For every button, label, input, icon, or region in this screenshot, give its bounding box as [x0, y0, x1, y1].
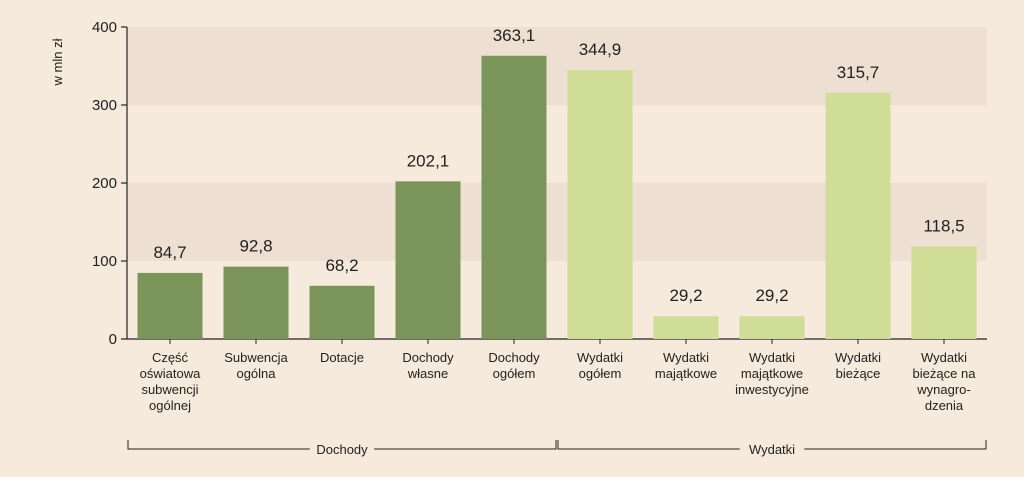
category-label-line: oświatowa [140, 366, 201, 381]
category-label-line: ogólna [236, 366, 276, 381]
y-axis-label: w mln zł [50, 38, 65, 86]
bar [567, 69, 633, 339]
category-label-line: Wydatki [663, 350, 709, 365]
data-label: 202,1 [407, 151, 450, 170]
category-label-line: Wydatki [749, 350, 795, 365]
grid-band-1 [127, 27, 987, 105]
group-label: Wydatki [749, 442, 795, 457]
y-tick-label: 0 [109, 331, 117, 348]
category-label-line: majątkowe [655, 366, 717, 381]
group-label: Dochody [316, 442, 368, 457]
bar [653, 316, 719, 339]
category-label-line: bieżące na [913, 366, 977, 381]
category-label: Dochody własne [402, 350, 454, 381]
category-label: Wydatki bieżące [835, 350, 881, 381]
bar [395, 181, 461, 339]
category-label-line: ogółem [579, 366, 622, 381]
category-label-line: Dochody [402, 350, 454, 365]
bar [481, 55, 547, 339]
category-label-line: wynagro- [916, 382, 970, 397]
category-label-line: ogólnej [149, 398, 191, 413]
data-label: 363,1 [493, 26, 536, 45]
category-label-line: Wydatki [577, 350, 623, 365]
category-label: Wydatki majątkowe inwestycyjne [735, 350, 809, 397]
category-label: Dochody ogółem [488, 350, 540, 381]
data-labels: 84,7 92,8 68,2 202,1 363,1 344,9 29,2 29,2 315,7… [153, 26, 964, 305]
category-label-line: Część [152, 350, 189, 365]
y-tick-labels: 0 100 200 300 400 [92, 19, 117, 348]
category-label: Wydatki ogółem [577, 350, 623, 381]
bars [137, 55, 977, 339]
group-bracket [127, 440, 557, 450]
bar [825, 92, 891, 339]
category-label: Subwencja ogólna [224, 350, 288, 381]
data-label: 29,2 [669, 286, 702, 305]
category-label-line: Wydatki [835, 350, 881, 365]
y-tick-label: 300 [92, 97, 117, 114]
category-label: Wydatki majątkowe [655, 350, 717, 381]
category-label-line: Dochody [488, 350, 540, 365]
y-tick-label: 200 [92, 175, 117, 192]
data-label: 315,7 [837, 63, 880, 82]
category-label-line: ogółem [493, 366, 536, 381]
category-label-line: bieżące [836, 366, 881, 381]
data-label: 118,5 [923, 217, 964, 236]
category-label-line: majątkowe [741, 366, 803, 381]
category-label: Część oświatowa subwencji ogólnej [140, 350, 201, 413]
category-label-line: własne [407, 366, 448, 381]
group-brackets: Dochody Wydatki [127, 440, 987, 457]
bar [739, 316, 805, 339]
bar [137, 272, 203, 339]
bar [911, 246, 977, 339]
y-tick-label: 400 [92, 19, 117, 36]
category-label-line: Subwencja [224, 350, 288, 365]
category-label-line: Wydatki [921, 350, 967, 365]
category-label-line: inwestycyjne [735, 382, 809, 397]
data-label: 92,8 [239, 237, 272, 256]
category-label: Wydatki bieżące na wynagro-dzenia [913, 350, 977, 413]
category-label-line: dzenia [925, 398, 964, 413]
category-label-line: Dotacje [320, 350, 364, 365]
data-label: 344,9 [579, 40, 622, 59]
bar [309, 285, 375, 339]
data-label: 68,2 [325, 256, 358, 275]
category-label-line: subwencji [141, 382, 198, 397]
data-label: 29,2 [755, 286, 788, 305]
bar [223, 266, 289, 339]
data-label: 84,7 [153, 243, 186, 262]
category-label: Dotacje [320, 350, 364, 365]
y-tick-label: 100 [92, 253, 117, 270]
group-bracket [557, 440, 987, 450]
